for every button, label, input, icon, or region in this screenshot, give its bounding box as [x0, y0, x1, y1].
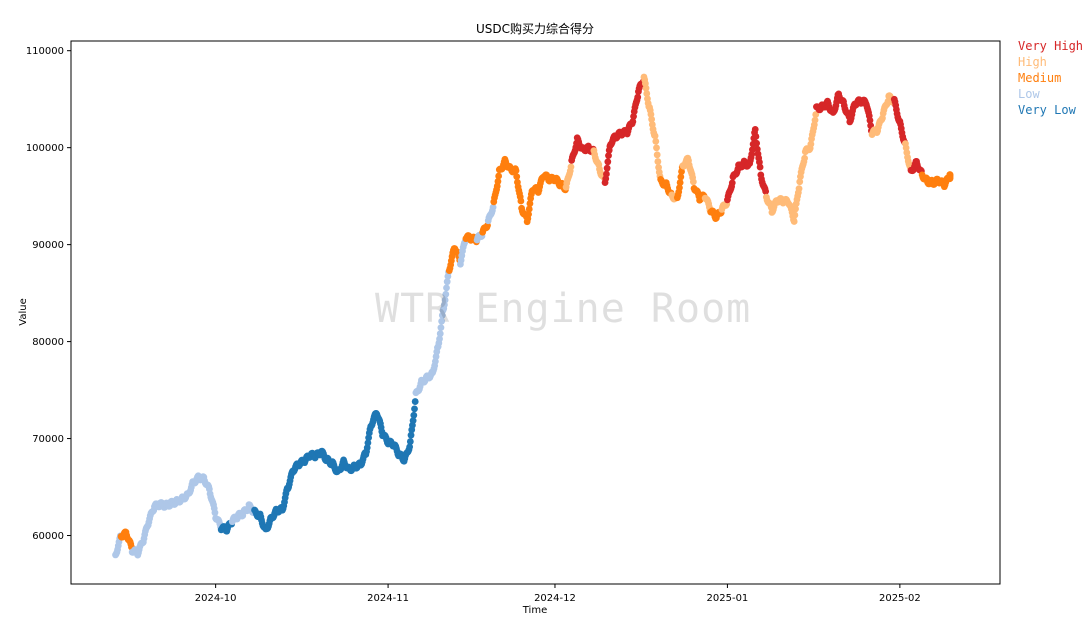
legend: Very High High Medium Low Very Low — [1018, 38, 1083, 118]
data-point — [406, 443, 414, 451]
y-tick-label: 70000 — [32, 434, 64, 445]
data-point — [792, 205, 799, 213]
data-point — [790, 218, 798, 225]
data-point — [211, 509, 219, 517]
data-point — [811, 116, 819, 124]
data-point — [411, 405, 418, 413]
legend-item: Low — [1018, 87, 1040, 101]
data-point — [494, 178, 502, 185]
y-tick-label: 110000 — [26, 46, 64, 57]
y-tick-label: 60000 — [32, 531, 64, 542]
x-tick-label: 2024-11 — [367, 593, 409, 604]
data-point — [443, 284, 450, 292]
data-point — [489, 203, 497, 211]
x-tick-label: 2025-01 — [707, 593, 749, 604]
data-point — [653, 144, 660, 152]
x-tick-label: 2024-12 — [534, 593, 576, 604]
data-point — [791, 211, 799, 219]
data-point — [629, 118, 637, 125]
data-point — [676, 179, 684, 186]
data-point — [364, 439, 372, 447]
data-point — [605, 152, 612, 160]
data-point — [795, 185, 803, 193]
data-point — [676, 184, 683, 192]
data-point — [946, 175, 954, 182]
data-point — [604, 158, 612, 166]
data-point — [407, 431, 415, 439]
data-point — [648, 115, 656, 123]
data-point — [438, 317, 446, 325]
x-axis: 2024-10 2024-11 2024-12 2025-01 2025-02 — [195, 584, 921, 604]
legend-item: Medium — [1018, 71, 1062, 85]
y-axis: 60000 70000 80000 90000 100000 110000 — [26, 46, 71, 542]
data-point — [752, 133, 760, 140]
data-point — [512, 167, 520, 174]
data-point — [728, 179, 736, 187]
data-point — [753, 139, 761, 147]
data-point — [866, 117, 874, 124]
data-point — [751, 125, 759, 133]
data-point — [525, 210, 532, 218]
data-point — [642, 84, 650, 92]
data-point — [525, 205, 533, 213]
x-tick-label: 2024-10 — [195, 593, 237, 604]
data-point — [603, 164, 611, 172]
data-point — [796, 178, 804, 186]
data-point — [443, 278, 451, 286]
data-point — [567, 163, 575, 171]
data-point — [495, 172, 503, 180]
data-point — [441, 296, 449, 304]
data-point — [411, 398, 419, 405]
y-tick-label: 90000 — [32, 240, 64, 251]
legend-item: High — [1018, 55, 1047, 69]
plot-frame — [70, 40, 1001, 585]
data-point — [517, 197, 525, 205]
data-point — [442, 290, 450, 298]
data-point — [603, 170, 610, 178]
data-point — [762, 188, 770, 195]
y-axis-label: Value — [18, 298, 29, 325]
data-point — [436, 335, 443, 343]
data-point — [677, 173, 685, 181]
y-tick-label: 80000 — [32, 337, 64, 348]
data-point — [807, 140, 815, 148]
data-point — [410, 411, 418, 419]
data-point — [409, 417, 417, 425]
data-point — [652, 137, 660, 145]
data-point — [513, 173, 521, 181]
legend-item: Very High — [1018, 39, 1084, 53]
data-point — [437, 324, 445, 331]
x-axis-label: Time — [522, 605, 547, 616]
y-tick-label: 100000 — [26, 143, 64, 154]
data-point — [436, 330, 444, 338]
data-point — [634, 93, 642, 101]
x-tick-label: 2025-02 — [879, 593, 921, 604]
data-point — [651, 132, 659, 140]
data-point — [526, 200, 534, 207]
data-point — [812, 111, 820, 118]
data-point — [643, 90, 651, 97]
data-point — [756, 163, 764, 171]
data-point — [653, 151, 661, 159]
legend-item: Very Low — [1018, 103, 1076, 117]
data-point — [689, 178, 697, 186]
scatter-points — [112, 73, 954, 559]
chart-title: USDC购买力综合得分 — [476, 21, 594, 36]
data-point — [801, 154, 808, 162]
data-point — [406, 438, 414, 445]
data-point — [654, 158, 662, 165]
